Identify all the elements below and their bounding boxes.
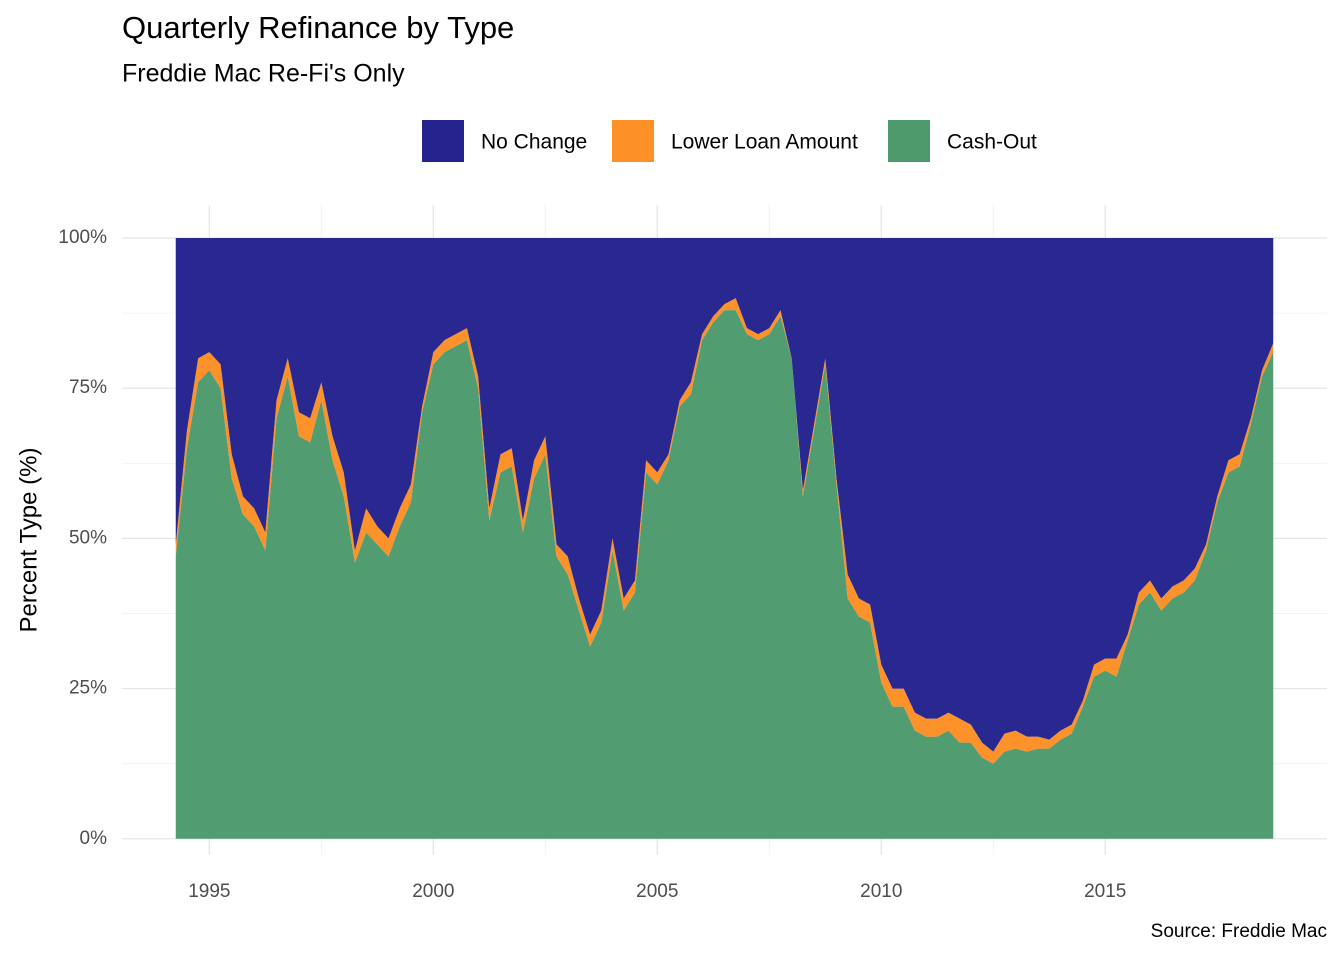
legend-swatch [888, 120, 930, 162]
y-axis-label: Percent Type (%) [15, 448, 42, 633]
y-tick-label: 0% [80, 828, 108, 849]
x-tick-label: 2010 [860, 881, 902, 902]
legend-swatch [612, 120, 654, 162]
legend-label: Lower Loan Amount [671, 131, 858, 154]
y-tick-label: 75% [69, 377, 107, 398]
area [175, 298, 1274, 764]
x-tick-label: 2005 [636, 881, 678, 902]
caption: Source: Freddie Mac [1151, 921, 1327, 942]
legend-label: Cash-Out [947, 131, 1037, 154]
legend-swatch [422, 120, 464, 162]
legend-label: No Change [481, 131, 587, 154]
labels: 1995 2000 2005 2010 2015 0% 25% 50% 75% 100% [58, 227, 1126, 902]
chart-subtitle: Freddie Mac Re-Fi's Only [122, 60, 405, 88]
y-tick-label: 25% [69, 678, 107, 699]
chart-title: Quarterly Refinance by Type [122, 10, 514, 45]
y-tick-label: 50% [69, 527, 107, 548]
x-tick-label: 2015 [1084, 881, 1126, 902]
x-tick-label: 1995 [188, 881, 230, 902]
area [175, 310, 1274, 839]
area [175, 238, 1274, 752]
areas [175, 238, 1274, 839]
y-tick-label: 100% [58, 227, 107, 248]
x-tick-label: 2000 [412, 881, 454, 902]
